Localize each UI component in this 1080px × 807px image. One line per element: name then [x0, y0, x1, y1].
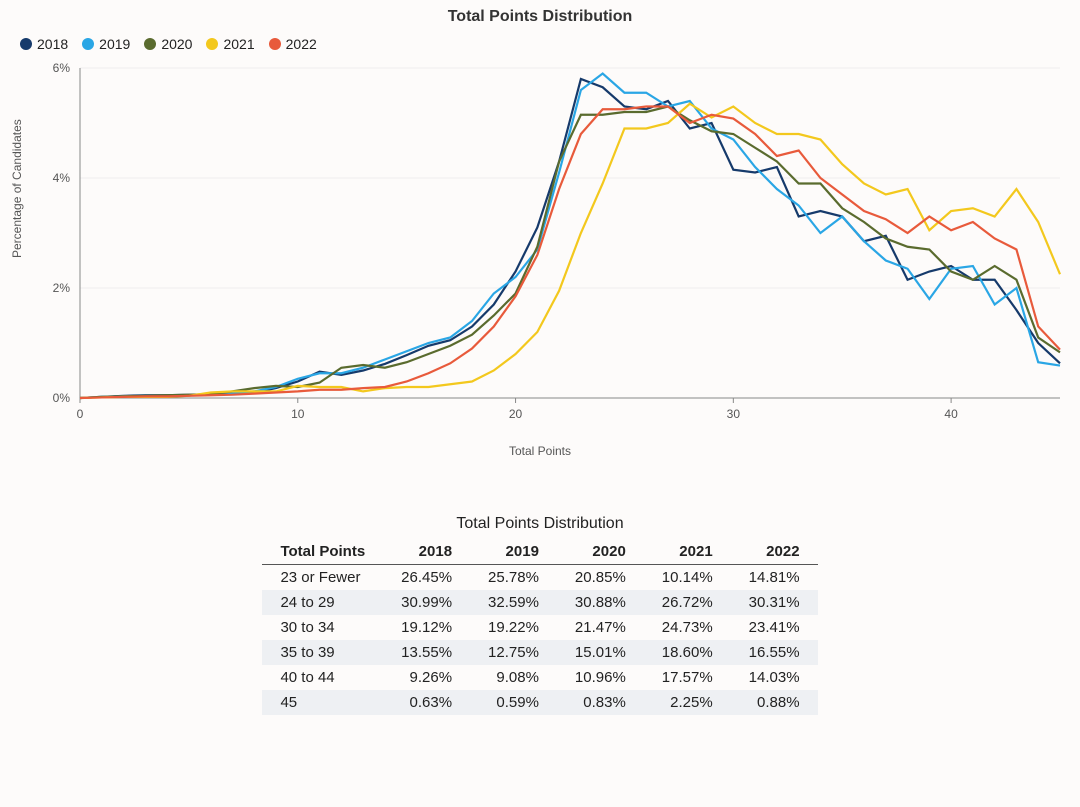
table-cell: 26.45%	[383, 565, 470, 591]
y-axis-label: Percentage of Candidates	[10, 119, 24, 258]
table-title: Total Points Distribution	[190, 515, 890, 533]
table-body: 23 or Fewer26.45%25.78%20.85%10.14%14.81…	[262, 565, 817, 716]
legend-label: 2019	[99, 36, 130, 52]
table-cell: 30.31%	[731, 590, 818, 615]
table-cell: 18.60%	[644, 640, 731, 665]
legend-dot-icon	[269, 38, 281, 50]
table-cell: 19.22%	[470, 615, 557, 640]
series-2022[interactable]	[80, 107, 1060, 399]
legend-item-2021[interactable]: 2021	[206, 36, 254, 52]
table-row: 35 to 3913.55%12.75%15.01%18.60%16.55%	[262, 640, 817, 665]
x-axis-label: Total Points	[0, 444, 1080, 458]
table-cell: 30 to 34	[262, 615, 383, 640]
legend-dot-icon	[82, 38, 94, 50]
table-cell: 30.88%	[557, 590, 644, 615]
distribution-table: Total Points20182019202020212022 23 or F…	[262, 539, 817, 715]
table-row: 24 to 2930.99%32.59%30.88%26.72%30.31%	[262, 590, 817, 615]
legend-item-2019[interactable]: 2019	[82, 36, 130, 52]
line-chart-svg: 0% 2% 4% 6% 0 10 20 30 40	[0, 58, 1080, 438]
table-row: 450.63%0.59%0.83%2.25%0.88%	[262, 690, 817, 715]
svg-text:0: 0	[77, 407, 84, 421]
legend-label: 2020	[161, 36, 192, 52]
table-cell: 13.55%	[383, 640, 470, 665]
svg-text:40: 40	[944, 407, 958, 421]
table-cell: 26.72%	[644, 590, 731, 615]
table-block: Total Points Distribution Total Points20…	[190, 515, 890, 715]
legend-item-2020[interactable]: 2020	[144, 36, 192, 52]
table-header-cell: 2021	[644, 539, 731, 565]
table-cell: 15.01%	[557, 640, 644, 665]
table-header-cell: Total Points	[262, 539, 383, 565]
table-cell: 12.75%	[470, 640, 557, 665]
table-cell: 9.26%	[383, 665, 470, 690]
svg-text:30: 30	[727, 407, 741, 421]
table-header-cell: 2020	[557, 539, 644, 565]
table-cell: 0.83%	[557, 690, 644, 715]
chart-title: Total Points Distribution	[0, 8, 1080, 26]
table-cell: 21.47%	[557, 615, 644, 640]
series-2021[interactable]	[80, 104, 1060, 398]
table-cell: 24 to 29	[262, 590, 383, 615]
legend-label: 2018	[37, 36, 68, 52]
table-cell: 19.12%	[383, 615, 470, 640]
table-cell: 17.57%	[644, 665, 731, 690]
table-cell: 0.59%	[470, 690, 557, 715]
table-cell: 23 or Fewer	[262, 565, 383, 591]
legend-item-2022[interactable]: 2022	[269, 36, 317, 52]
svg-text:0%: 0%	[53, 391, 71, 405]
table-cell: 14.03%	[731, 665, 818, 690]
table-cell: 23.41%	[731, 615, 818, 640]
legend: 2018 2019 2020 2021 2022	[20, 36, 331, 53]
legend-label: 2021	[223, 36, 254, 52]
table-row: 23 or Fewer26.45%25.78%20.85%10.14%14.81…	[262, 565, 817, 591]
table-header-cell: 2022	[731, 539, 818, 565]
legend-label: 2022	[286, 36, 317, 52]
table-row: 30 to 3419.12%19.22%21.47%24.73%23.41%	[262, 615, 817, 640]
table-cell: 0.88%	[731, 690, 818, 715]
table-cell: 40 to 44	[262, 665, 383, 690]
table-cell: 0.63%	[383, 690, 470, 715]
svg-text:20: 20	[509, 407, 523, 421]
svg-text:2%: 2%	[53, 281, 71, 295]
table-header-cell: 2019	[470, 539, 557, 565]
table-cell: 2.25%	[644, 690, 731, 715]
table-cell: 30.99%	[383, 590, 470, 615]
table-cell: 25.78%	[470, 565, 557, 591]
table-cell: 45	[262, 690, 383, 715]
table-cell: 10.14%	[644, 565, 731, 591]
table-cell: 9.08%	[470, 665, 557, 690]
table-cell: 10.96%	[557, 665, 644, 690]
svg-text:6%: 6%	[53, 61, 71, 75]
table-row: 40 to 449.26%9.08%10.96%17.57%14.03%	[262, 665, 817, 690]
table-cell: 24.73%	[644, 615, 731, 640]
series-2018[interactable]	[80, 79, 1060, 398]
legend-dot-icon	[206, 38, 218, 50]
series-2020[interactable]	[80, 107, 1060, 399]
svg-text:10: 10	[291, 407, 305, 421]
table-cell: 16.55%	[731, 640, 818, 665]
legend-dot-icon	[144, 38, 156, 50]
table-cell: 20.85%	[557, 565, 644, 591]
table-header-cell: 2018	[383, 539, 470, 565]
table-header-row: Total Points20182019202020212022	[262, 539, 817, 565]
legend-dot-icon	[20, 38, 32, 50]
table-cell: 32.59%	[470, 590, 557, 615]
table-cell: 35 to 39	[262, 640, 383, 665]
svg-text:4%: 4%	[53, 171, 71, 185]
table-cell: 14.81%	[731, 565, 818, 591]
legend-item-2018[interactable]: 2018	[20, 36, 68, 52]
page: Total Points Distribution 20182019202020…	[0, 0, 1080, 807]
chart-area: Percentage of Candidates 0% 2% 4% 6% 0 10 20 30…	[0, 58, 1080, 458]
